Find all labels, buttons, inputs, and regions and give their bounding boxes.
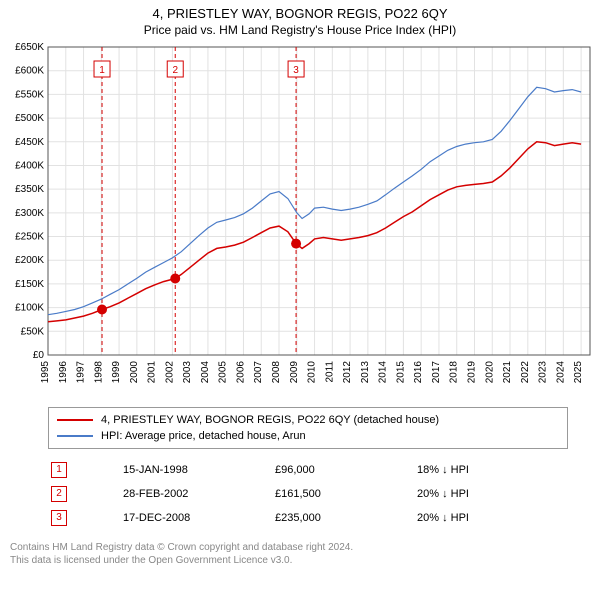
footer-attribution: Contains HM Land Registry data © Crown c…: [10, 541, 596, 567]
svg-text:2018: 2018: [449, 361, 460, 384]
sale-diff-3: 20% ↓ HPI: [416, 507, 536, 529]
chart-svg: £0 £50K £100K £150K £200K £250K £300K £350K £400…: [4, 41, 596, 401]
footer-line2: This data is licensed under the Open Gov…: [10, 554, 596, 567]
sale-price-2: £161,500: [274, 483, 414, 505]
svg-text:2: 2: [172, 65, 178, 76]
svg-text:2007: 2007: [253, 361, 264, 384]
svg-text:£300K: £300K: [15, 208, 44, 219]
svg-text:1996: 1996: [58, 361, 69, 384]
svg-text:1: 1: [99, 65, 105, 76]
svg-text:1998: 1998: [93, 361, 104, 384]
legend-row-hpi: HPI: Average price, detached house, Arun: [57, 428, 559, 444]
svg-text:2001: 2001: [147, 361, 158, 384]
svg-text:£250K: £250K: [15, 232, 44, 243]
svg-text:3: 3: [293, 65, 299, 76]
svg-text:1995: 1995: [40, 361, 51, 384]
chart-title-address: 4, PRIESTLEY WAY, BOGNOR REGIS, PO22 6QY: [4, 6, 596, 21]
svg-text:£50K: £50K: [21, 326, 45, 337]
svg-text:2014: 2014: [378, 361, 389, 384]
svg-text:2010: 2010: [307, 361, 318, 384]
svg-text:£550K: £550K: [15, 89, 44, 100]
svg-text:2022: 2022: [520, 361, 531, 384]
sales-table: 1 15-JAN-1998 £96,000 18% ↓ HPI 2 28-FEB…: [48, 457, 538, 531]
svg-text:£100K: £100K: [15, 303, 44, 314]
svg-text:2015: 2015: [395, 361, 406, 384]
table-row: 1 15-JAN-1998 £96,000 18% ↓ HPI: [50, 459, 536, 481]
svg-text:£650K: £650K: [15, 42, 44, 53]
sale-date-3: 17-DEC-2008: [122, 507, 272, 529]
sale-marker-3: 3: [51, 510, 67, 526]
svg-text:£400K: £400K: [15, 160, 44, 171]
svg-text:2004: 2004: [200, 361, 211, 384]
table-row: 2 28-FEB-2002 £161,500 20% ↓ HPI: [50, 483, 536, 505]
legend-row-property: 4, PRIESTLEY WAY, BOGNOR REGIS, PO22 6QY…: [57, 412, 559, 428]
svg-text:£500K: £500K: [15, 113, 44, 124]
svg-text:£350K: £350K: [15, 184, 44, 195]
sale-date-2: 28-FEB-2002: [122, 483, 272, 505]
chart-plot-area: £0 £50K £100K £150K £200K £250K £300K £350K £400…: [4, 41, 596, 401]
legend-label-hpi: HPI: Average price, detached house, Arun: [101, 430, 306, 442]
svg-text:2016: 2016: [413, 361, 424, 384]
svg-text:2005: 2005: [218, 361, 229, 384]
svg-text:2017: 2017: [431, 361, 442, 384]
sale-price-1: £96,000: [274, 459, 414, 481]
table-row: 3 17-DEC-2008 £235,000 20% ↓ HPI: [50, 507, 536, 529]
chart-subtitle: Price paid vs. HM Land Registry's House …: [4, 23, 596, 37]
sale-date-1: 15-JAN-1998: [122, 459, 272, 481]
svg-text:2025: 2025: [573, 361, 584, 384]
sale-diff-2: 20% ↓ HPI: [416, 483, 536, 505]
legend-label-property: 4, PRIESTLEY WAY, BOGNOR REGIS, PO22 6QY…: [101, 414, 439, 426]
legend-box: 4, PRIESTLEY WAY, BOGNOR REGIS, PO22 6QY…: [48, 407, 568, 449]
svg-text:2023: 2023: [538, 361, 549, 384]
svg-text:£0: £0: [33, 350, 45, 361]
svg-text:2002: 2002: [164, 361, 175, 384]
svg-text:2019: 2019: [466, 361, 477, 384]
svg-text:1997: 1997: [76, 361, 87, 384]
chart-container: 4, PRIESTLEY WAY, BOGNOR REGIS, PO22 6QY…: [0, 0, 600, 571]
footer-line1: Contains HM Land Registry data © Crown c…: [10, 541, 596, 554]
svg-text:2021: 2021: [502, 361, 513, 384]
svg-text:2011: 2011: [324, 361, 335, 383]
svg-text:£450K: £450K: [15, 137, 44, 148]
svg-text:2020: 2020: [484, 361, 495, 384]
svg-text:2024: 2024: [555, 361, 566, 384]
svg-text:2000: 2000: [129, 361, 140, 384]
svg-text:2003: 2003: [182, 361, 193, 384]
svg-text:2006: 2006: [235, 361, 246, 384]
svg-text:2013: 2013: [360, 361, 371, 384]
svg-text:2012: 2012: [342, 361, 353, 384]
svg-text:£600K: £600K: [15, 66, 44, 77]
svg-text:£150K: £150K: [15, 279, 44, 290]
svg-text:2008: 2008: [271, 361, 282, 384]
sale-marker-1: 1: [51, 462, 67, 478]
svg-text:1999: 1999: [111, 361, 122, 384]
sale-price-3: £235,000: [274, 507, 414, 529]
sale-diff-1: 18% ↓ HPI: [416, 459, 536, 481]
sale-marker-2: 2: [51, 486, 67, 502]
svg-text:£200K: £200K: [15, 255, 44, 266]
legend-swatch-hpi: [57, 435, 93, 437]
svg-text:2009: 2009: [289, 361, 300, 384]
legend-swatch-property: [57, 419, 93, 421]
